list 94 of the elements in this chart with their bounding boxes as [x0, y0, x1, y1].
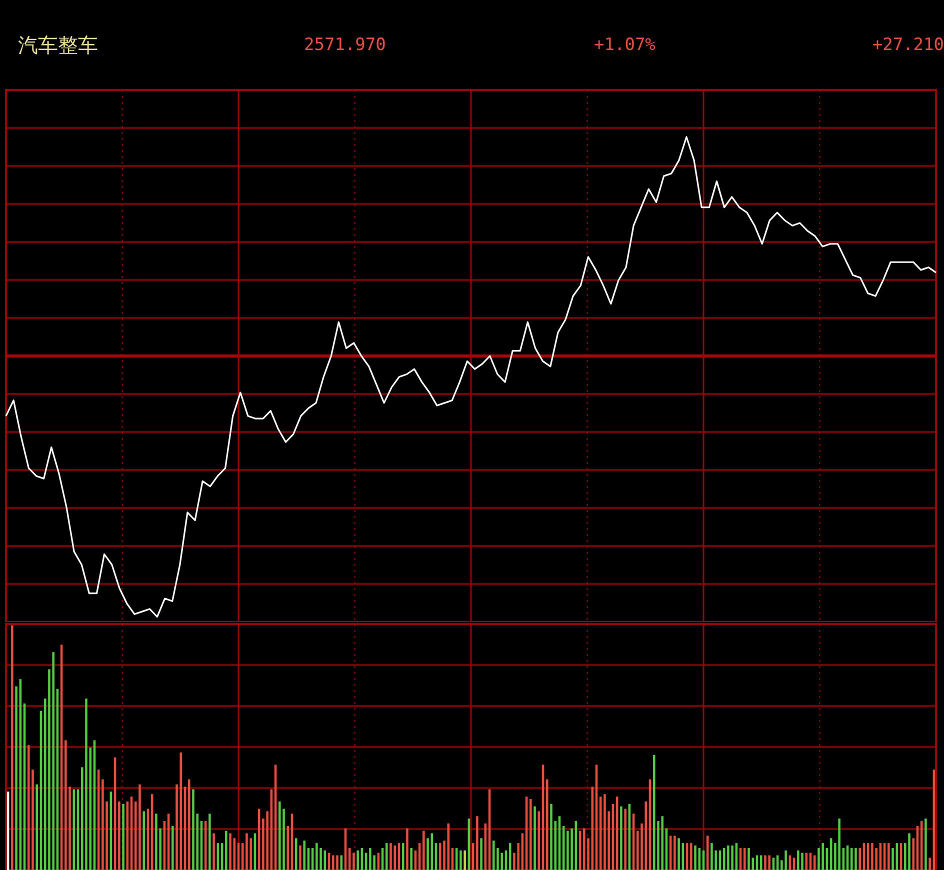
bar	[678, 838, 680, 870]
bar	[386, 843, 388, 870]
bar	[155, 814, 158, 870]
bar	[748, 848, 750, 870]
bar	[118, 801, 120, 870]
bar	[11, 625, 14, 870]
bar	[28, 745, 30, 870]
bar	[36, 784, 38, 870]
bar	[566, 830, 569, 870]
bar	[426, 838, 429, 870]
bar	[764, 855, 766, 870]
bar	[784, 850, 787, 870]
bar	[661, 816, 664, 870]
bar	[303, 840, 306, 870]
bar	[492, 840, 495, 870]
bar	[928, 858, 931, 870]
bar	[369, 848, 372, 870]
bar	[102, 779, 104, 870]
bar	[805, 852, 808, 870]
text: +1.07%	[594, 35, 656, 55]
bar	[534, 806, 536, 870]
bar	[390, 843, 392, 870]
bar	[286, 826, 290, 870]
bar	[530, 799, 532, 870]
bar	[744, 848, 746, 870]
bar	[924, 818, 927, 870]
bar	[439, 843, 442, 870]
bar	[142, 811, 145, 870]
bar	[394, 846, 396, 870]
bar	[188, 779, 190, 870]
text: +27.210	[872, 35, 944, 55]
bar	[674, 836, 676, 870]
bar	[464, 850, 466, 870]
bar	[838, 818, 840, 870]
bar	[599, 796, 602, 870]
bar	[871, 843, 874, 870]
bar	[406, 828, 408, 870]
bar	[212, 833, 215, 870]
bar	[172, 826, 174, 870]
bar	[797, 850, 800, 870]
bar	[278, 801, 281, 870]
bar	[727, 846, 730, 870]
bar	[192, 789, 194, 870]
bar	[422, 830, 425, 870]
bar	[336, 855, 338, 870]
bar	[352, 852, 355, 870]
bar	[266, 811, 268, 870]
bar	[332, 855, 334, 870]
bar	[316, 843, 318, 870]
bar	[447, 823, 450, 870]
bar	[229, 833, 232, 870]
bar	[476, 816, 478, 870]
bar	[888, 843, 890, 870]
bar	[624, 808, 626, 870]
bar	[583, 828, 586, 870]
bar	[620, 806, 622, 870]
bar	[138, 784, 141, 870]
bar	[570, 828, 573, 870]
bar	[225, 830, 228, 870]
bar	[64, 740, 67, 870]
bar	[517, 843, 520, 870]
bar	[52, 652, 54, 870]
bar	[694, 846, 696, 870]
bar	[410, 848, 412, 870]
bar	[604, 794, 606, 870]
text: 2571.970	[304, 35, 386, 55]
bar	[299, 846, 302, 870]
bar	[640, 823, 643, 870]
bar	[460, 850, 462, 870]
bar	[356, 850, 359, 870]
bar	[176, 784, 178, 870]
bar	[208, 814, 211, 870]
bar	[850, 848, 853, 870]
bar	[550, 804, 552, 870]
bar	[246, 833, 248, 870]
bar	[710, 843, 713, 870]
bar	[15, 686, 18, 870]
bar	[822, 843, 824, 870]
bar	[912, 838, 914, 870]
bar	[858, 848, 862, 870]
bar	[768, 855, 770, 870]
chart-title: 汽车整车	[18, 32, 98, 59]
bar	[546, 779, 548, 870]
bar	[340, 855, 343, 870]
bar	[690, 843, 692, 870]
bar	[652, 754, 656, 870]
bar	[908, 833, 910, 870]
bar	[731, 846, 734, 870]
bar	[480, 838, 482, 870]
bar	[85, 698, 88, 870]
bar	[801, 852, 804, 870]
bar	[892, 848, 894, 870]
bar	[122, 804, 124, 870]
bar	[854, 848, 857, 870]
